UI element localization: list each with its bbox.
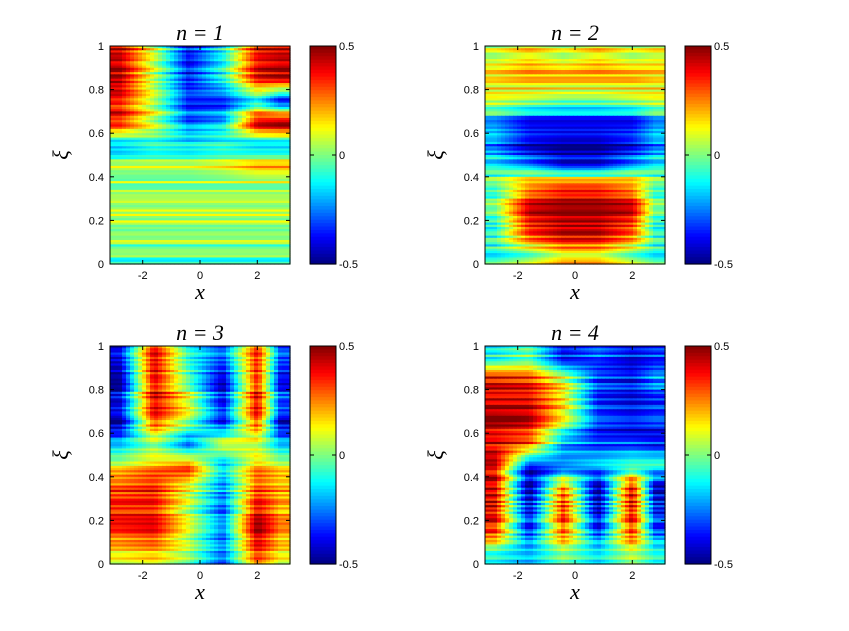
colorbar-segment (310, 155, 336, 159)
colorbar-segment (310, 70, 336, 74)
colorbar-segment (310, 179, 336, 183)
colorbar-segment (310, 83, 336, 87)
colorbar-1: -0.5 0 0.5 (310, 41, 358, 271)
colorbar-segment (310, 90, 336, 94)
colorbar-segment (310, 206, 336, 210)
heatmap-field-1 (110, 46, 291, 265)
colorbar-segment (310, 165, 336, 169)
colorbar-segment (310, 182, 336, 186)
colorbar-tick-label: -0.5 (339, 259, 358, 271)
y-tick-label: 0.8 (89, 85, 104, 97)
heatmap-field-2 (485, 46, 666, 265)
colorbar-segment (310, 56, 336, 60)
colorbar-segment (310, 244, 336, 248)
colorbar-segment (310, 145, 336, 149)
x-tick-label: -2 (138, 270, 148, 282)
colorbar-segment (310, 220, 336, 224)
colorbar-segment (310, 53, 336, 57)
panel-1: -2 0 2 0 0.2 0.4 0.6 0.8 1 n = 1 x ξ -0.5 0 0.5 (48, 20, 358, 304)
panel-2: -2 0 200.20.40.60.81n = 2xξ-0.500.5 (423, 20, 733, 304)
colorbar-segment (310, 210, 336, 214)
colorbar-segment (310, 237, 336, 241)
colorbar-segment (310, 80, 336, 84)
y-axis-label: ξ (48, 150, 73, 160)
panel-title: n = 1 (176, 20, 224, 45)
colorbar-segment (310, 73, 336, 77)
colorbar-segment (310, 135, 336, 139)
x-axis-label: x (194, 279, 205, 304)
colorbar-segment (310, 192, 336, 196)
colorbar-segment (310, 107, 336, 111)
colorbar-segment (310, 138, 336, 142)
colorbar-segment (310, 254, 336, 258)
colorbar-segment (310, 216, 336, 220)
colorbar-tick-label: 0.5 (339, 41, 354, 53)
colorbar-segment (310, 233, 336, 237)
colorbar-segment (310, 124, 336, 128)
x-tick-label: 2 (254, 270, 260, 282)
colorbar-tick-label: 0 (339, 150, 345, 162)
colorbar-segment (310, 118, 336, 122)
y-tick-label: 1 (98, 41, 104, 53)
colorbar-segment (310, 172, 336, 176)
colorbar-segment (310, 97, 336, 101)
colorbar-segment (310, 128, 336, 132)
colorbar-segment (310, 101, 336, 105)
colorbar-segment (310, 46, 336, 50)
colorbar-segment (310, 111, 336, 115)
colorbar-segment (310, 189, 336, 193)
colorbar-segment (310, 247, 336, 251)
colorbar-segment (310, 227, 336, 231)
y-tick-label: 0.2 (89, 215, 104, 227)
colorbar-segment (310, 162, 336, 166)
y-tick-label: 0.4 (89, 172, 104, 184)
y-tick-label: 0.6 (89, 128, 104, 140)
colorbar-segment (310, 199, 336, 203)
y-tick-label: 0 (98, 259, 104, 271)
colorbar-segment (310, 63, 336, 67)
